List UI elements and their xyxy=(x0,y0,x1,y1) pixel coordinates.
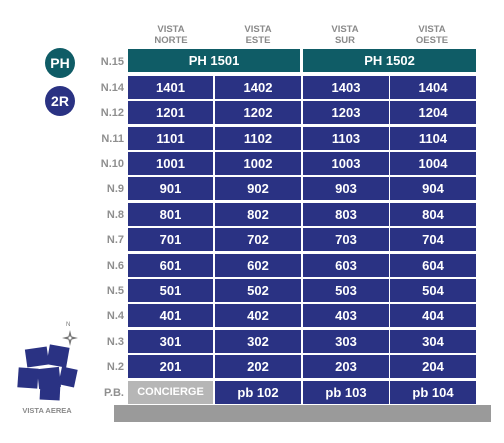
concierge-cell[interactable]: CONCIERGE xyxy=(128,381,213,404)
unit-cell[interactable]: 1003 xyxy=(303,152,389,175)
unit-cell[interactable]: 1402 xyxy=(215,76,301,99)
unit-cell[interactable]: 1103 xyxy=(303,127,389,150)
floor-label: N.10 xyxy=(100,158,124,170)
floor-label: N.4 xyxy=(106,310,124,322)
unit-cell[interactable]: 1203 xyxy=(303,101,389,124)
floor-label: N.2 xyxy=(106,361,124,373)
compass-icon xyxy=(62,330,78,346)
unit-cell[interactable]: 601 xyxy=(128,254,213,277)
unit-cell[interactable]: 304 xyxy=(390,330,476,353)
unit-cell[interactable]: 204 xyxy=(390,355,476,378)
unit-cell[interactable]: 1404 xyxy=(390,76,476,99)
unit-cell[interactable]: 604 xyxy=(390,254,476,277)
unit-cell[interactable]: 802 xyxy=(215,203,301,226)
unit-cell[interactable]: 1001 xyxy=(128,152,213,175)
unit-cell[interactable]: 403 xyxy=(303,304,389,327)
unit-cell[interactable]: 701 xyxy=(128,228,213,251)
unit-cell[interactable]: 1002 xyxy=(215,152,301,175)
unit-cell[interactable]: 401 xyxy=(128,304,213,327)
unit-cell[interactable]: 1201 xyxy=(128,101,213,124)
unit-cell[interactable]: 602 xyxy=(215,254,301,277)
unit-cell[interactable]: 603 xyxy=(303,254,389,277)
unit-cell[interactable]: 404 xyxy=(390,304,476,327)
unit-cell[interactable]: 1102 xyxy=(215,127,301,150)
floor-label-n15: N.15 xyxy=(100,56,124,68)
unit-cell[interactable]: 303 xyxy=(303,330,389,353)
unit-ph-1501[interactable]: PH 1501 xyxy=(128,49,300,72)
floor-label: N.7 xyxy=(106,234,124,246)
floor-label: N.9 xyxy=(106,183,124,195)
floor-label: N.11 xyxy=(101,133,124,145)
view-header-norte: VISTA NORTE xyxy=(128,24,214,46)
view-header-sur: VISTA SUR xyxy=(302,24,388,46)
unit-cell[interactable]: 704 xyxy=(390,228,476,251)
ph-badge: PH xyxy=(45,48,75,78)
view-header-line: SUR xyxy=(334,35,356,46)
aerial-view-map xyxy=(17,330,78,401)
unit-cell[interactable]: 202 xyxy=(215,355,301,378)
floor-label: N.5 xyxy=(106,285,124,297)
ground-base-bar xyxy=(114,405,491,422)
unit-cell[interactable]: 902 xyxy=(215,177,301,200)
unit-cell[interactable]: 804 xyxy=(390,203,476,226)
unit-cell[interactable]: pb 104 xyxy=(390,381,476,404)
unit-cell[interactable]: 504 xyxy=(390,279,476,302)
floor-label: N.6 xyxy=(106,260,124,272)
floor-label: N.14 xyxy=(100,82,124,94)
view-header-line: OESTE xyxy=(415,35,449,46)
unit-cell[interactable]: 801 xyxy=(128,203,213,226)
unit-cell[interactable]: 1101 xyxy=(128,127,213,150)
unit-cell[interactable]: 402 xyxy=(215,304,301,327)
unit-cell[interactable]: 803 xyxy=(303,203,389,226)
view-header-line: ESTE xyxy=(245,35,271,46)
unit-cell[interactable]: 901 xyxy=(128,177,213,200)
floor-label: N.8 xyxy=(106,209,124,221)
unit-cell[interactable]: 502 xyxy=(215,279,301,302)
view-header-line: NORTE xyxy=(154,35,188,46)
2r-badge: 2R xyxy=(45,86,75,116)
unit-cell[interactable]: 1204 xyxy=(390,101,476,124)
view-header-este: VISTA ESTE xyxy=(215,24,301,46)
floor-label: N.12 xyxy=(100,107,124,119)
unit-cell[interactable]: 501 xyxy=(128,279,213,302)
aerial-view-label: VISTA AEREA xyxy=(22,406,72,415)
view-header-oeste: VISTA OESTE xyxy=(389,24,475,46)
floor-label: P.B. xyxy=(104,387,124,399)
unit-cell[interactable]: 703 xyxy=(303,228,389,251)
view-header-line: VISTA xyxy=(157,24,185,35)
unit-cell[interactable]: 1403 xyxy=(303,76,389,99)
view-header-line: VISTA xyxy=(244,24,272,35)
view-header-line: VISTA xyxy=(331,24,359,35)
compass-north-letter: N xyxy=(66,322,71,328)
unit-cell[interactable]: 1004 xyxy=(390,152,476,175)
unit-cell[interactable]: pb 102 xyxy=(215,381,301,404)
unit-cell[interactable]: pb 103 xyxy=(303,381,389,404)
unit-cell[interactable]: 203 xyxy=(303,355,389,378)
unit-cell[interactable]: 903 xyxy=(303,177,389,200)
unit-cell[interactable]: 1401 xyxy=(128,76,213,99)
unit-cell[interactable]: 503 xyxy=(303,279,389,302)
unit-cell[interactable]: 302 xyxy=(215,330,301,353)
view-header-line: VISTA xyxy=(418,24,446,35)
unit-cell[interactable]: 702 xyxy=(215,228,301,251)
unit-cell[interactable]: 1104 xyxy=(390,127,476,150)
unit-ph-1502[interactable]: PH 1502 xyxy=(303,49,476,72)
unit-cell[interactable]: 301 xyxy=(128,330,213,353)
unit-cell[interactable]: 201 xyxy=(128,355,213,378)
unit-cell[interactable]: 904 xyxy=(390,177,476,200)
floor-label: N.3 xyxy=(106,336,124,348)
unit-cell[interactable]: 1202 xyxy=(215,101,301,124)
